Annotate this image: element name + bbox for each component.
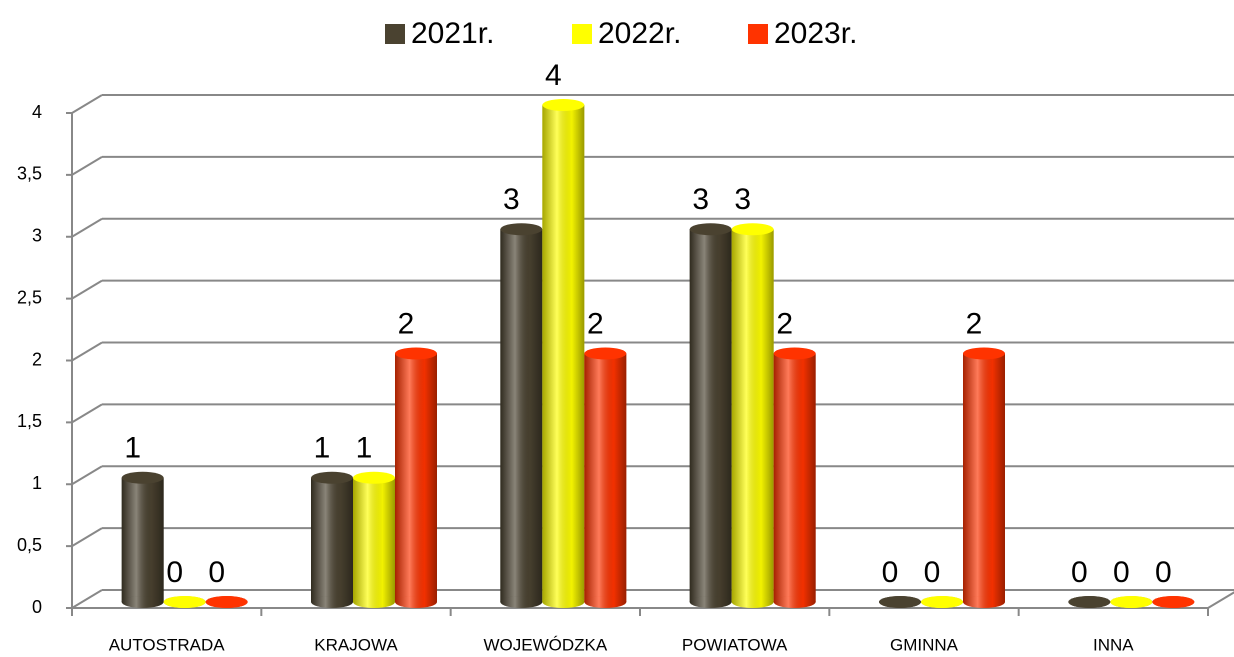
bar-top [205,596,248,608]
bar-top [500,223,543,236]
bar-shade [500,229,543,602]
y-tick-label: 1,5 [17,411,42,431]
grid-line-side [71,156,103,176]
bar-top [311,471,353,484]
x-tick-label: POWIATOWA [682,635,788,654]
bar-bottom-shade [731,596,774,608]
bar-bottom-shade [500,596,543,608]
bar-shade [311,477,353,602]
bar-bottom-shade [395,596,437,608]
y-tick-label: 2 [32,349,42,369]
grid-line-side [71,341,103,362]
data-label: 2 [587,307,604,340]
bar-shade [731,229,774,602]
data-label: 1 [124,432,141,465]
bar-bottom-shade [773,596,816,608]
bar-top [1152,596,1195,608]
x-tick-label: KRAJOWA [314,635,398,654]
bar-shade [689,229,732,602]
x-tick-label: INNA [1093,635,1134,654]
bar-top [584,347,627,360]
bar-top [1110,596,1153,608]
y-tick-label: 1 [32,473,42,493]
data-label: 2 [966,307,983,340]
data-label: 0 [882,556,899,589]
bar-shade [542,105,585,602]
bar-top [773,347,816,360]
bar-shade [963,353,1005,602]
bar-bottom-shade [963,596,1005,608]
grid-line-side [71,527,103,547]
legend-swatch [385,24,405,44]
bar-top [1068,596,1111,608]
bar-bottom-shade [353,596,395,608]
data-label: 0 [1155,556,1172,589]
y-tick-label: 0,5 [17,535,42,555]
grid-line-side [71,217,103,238]
y-tick-label: 2,5 [17,287,42,307]
bar-shade [395,353,437,602]
bar-bottom-shade [121,596,164,608]
bar-shade [353,477,395,602]
grid-line-side [71,279,103,300]
bar-top [689,223,732,236]
bar-bottom-shade [311,596,353,608]
bar-top [395,347,437,360]
data-label: 1 [356,432,373,465]
data-label: 1 [314,432,331,465]
grid-line-side [71,403,103,424]
grid-line-side [71,589,103,609]
bar-top [963,347,1005,360]
y-tick-label: 4 [32,102,42,122]
bar-top [542,99,585,111]
bar-bottom-shade [584,596,627,608]
data-label: 0 [1071,556,1088,589]
legend-label: 2022r. [598,17,681,50]
data-label: 2 [776,307,793,340]
bar-shade [584,353,627,602]
bar-bottom-shade [542,596,585,608]
x-tick-label: WOJEWÓDZKA [483,635,607,654]
data-label: 0 [166,556,183,589]
data-label: 3 [734,183,751,216]
data-label: 0 [1113,556,1130,589]
grid-line-side [71,465,103,486]
grid-line-side [71,94,103,114]
bar-top [163,596,206,608]
data-label: 3 [503,183,520,216]
bar-top [921,596,963,608]
x-tick-label: AUTOSTRADA [109,635,226,654]
data-label: 0 [924,556,941,589]
bar-top [353,471,395,484]
legend-label: 2021r. [411,17,494,50]
bar-bottom-shade [689,596,732,608]
bar-top [879,596,921,608]
y-tick-label: 0 [32,597,42,617]
data-label: 0 [208,556,225,589]
bar-shade [121,477,164,602]
bar-shade [773,353,816,602]
bar-top [121,471,164,484]
y-tick-label: 3,5 [17,164,42,184]
y-tick-label: 3 [32,226,42,246]
legend-swatch [572,24,592,44]
data-label: 2 [398,307,415,340]
legend-label: 2023r. [774,17,857,50]
data-label: 4 [545,59,562,92]
floor-edge [1207,591,1234,609]
data-label: 3 [692,183,709,216]
bar-top [731,223,774,236]
legend-swatch [748,24,768,44]
x-tick-label: GMINNA [890,635,959,654]
